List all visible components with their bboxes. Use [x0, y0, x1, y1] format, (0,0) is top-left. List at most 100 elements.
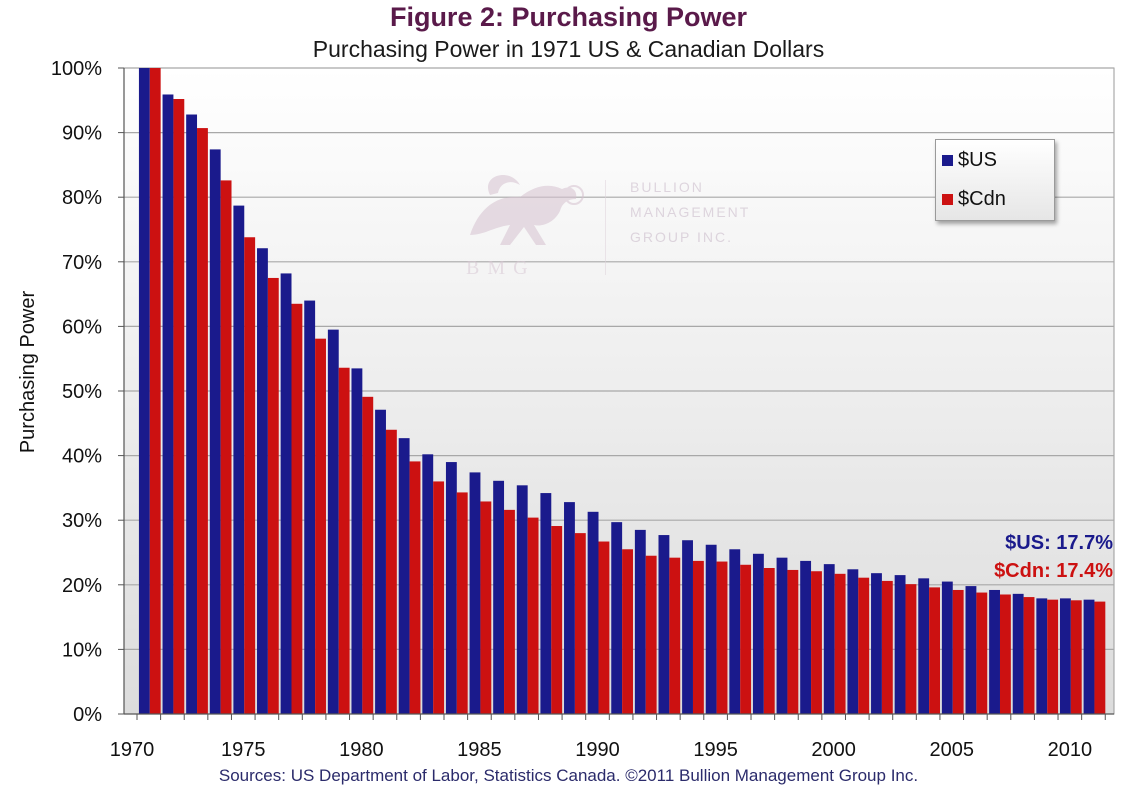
bar-us	[729, 549, 741, 714]
bar-us	[327, 329, 339, 714]
x-tick-label: 2005	[930, 739, 975, 761]
bar-cdn	[716, 561, 728, 714]
legend-swatch-cdn	[942, 194, 953, 205]
bar-cdn	[480, 501, 492, 714]
bar-us	[800, 560, 812, 714]
x-tick-label: 1980	[339, 739, 384, 761]
y-axis-label: Purchasing Power	[17, 291, 39, 454]
bar-us	[351, 368, 363, 714]
bar-us	[469, 472, 481, 714]
watermark-initials: BMG	[466, 257, 536, 279]
bar-us	[540, 493, 552, 714]
bar-us	[682, 540, 693, 714]
bar-cdn	[433, 481, 445, 714]
watermark-line2: MANAGEMENT	[630, 204, 751, 220]
bar-us	[871, 573, 882, 714]
bar-us	[1083, 599, 1095, 714]
legend-item-cdn: $Cdn	[942, 188, 1006, 211]
bar-cdn	[362, 396, 374, 714]
bar-us	[847, 569, 859, 714]
x-tick-label: 1995	[693, 739, 738, 761]
legend-swatch-us	[942, 155, 953, 166]
bar-us	[564, 502, 575, 714]
bar-cdn	[527, 517, 539, 714]
bar-us	[162, 94, 174, 714]
bar-cdn	[338, 367, 350, 714]
bar-us	[422, 454, 434, 714]
bar-us	[186, 114, 198, 714]
y-tick-label: 40%	[62, 446, 102, 468]
legend-item-us: $US	[942, 149, 997, 172]
bar-cdn	[267, 277, 279, 714]
bar-us	[823, 564, 835, 714]
y-tick-label: 90%	[62, 123, 102, 145]
bar-cdn	[598, 541, 610, 714]
bar-cdn	[645, 555, 657, 714]
bar-cdn	[291, 303, 303, 714]
bar-us	[257, 248, 268, 714]
bar-cdn	[409, 461, 421, 714]
bar-us	[894, 575, 906, 714]
watermark-line1: BULLION	[630, 179, 704, 195]
bar-cdn	[834, 573, 846, 714]
bar-cdn	[504, 509, 515, 714]
y-tick-label: 50%	[62, 381, 102, 403]
bar-cdn	[1047, 599, 1059, 714]
bar-us	[965, 586, 977, 714]
bar-cdn	[456, 492, 468, 714]
bar-us	[752, 553, 764, 714]
x-tick-label: 2000	[811, 739, 856, 761]
bar-us	[705, 544, 717, 714]
bar-us	[1059, 598, 1071, 714]
y-tick-label: 20%	[62, 575, 102, 597]
bar-cdn	[622, 549, 633, 714]
bar-cdn	[1023, 597, 1035, 714]
x-tick-label: 1985	[457, 739, 502, 761]
bar-cdn	[692, 560, 704, 714]
bar-cdn	[669, 557, 681, 714]
bar-cdn	[811, 571, 822, 714]
bar-us	[398, 438, 410, 714]
bar-cdn	[385, 429, 397, 714]
chart-title: Figure 2: Purchasing Power	[389, 2, 748, 32]
bar-cdn	[763, 568, 775, 714]
y-tick-label: 60%	[62, 316, 102, 338]
y-tick-label: 70%	[62, 252, 102, 274]
source-note: Sources: US Department of Labor, Statist…	[218, 766, 919, 785]
annotation-cdn-final: $Cdn: 17.4%	[994, 560, 1113, 582]
company-watermark: BULLION MANAGEMENT GROUP INC. BMG	[450, 165, 780, 280]
y-tick-label: 0%	[73, 704, 102, 726]
bar-cdn	[999, 594, 1011, 714]
chart-legend: $US $Cdn	[935, 139, 1055, 221]
bar-us	[941, 581, 953, 714]
x-tick-label: 1970	[110, 739, 155, 761]
bar-cdn	[952, 589, 964, 714]
annotation-us-final: $US: 17.7%	[1005, 532, 1113, 554]
bar-us	[375, 409, 386, 714]
bar-us	[1012, 593, 1024, 714]
bar-cdn	[149, 68, 161, 714]
bar-us	[516, 485, 528, 714]
bar-us	[493, 480, 505, 714]
watermark-line3: GROUP INC.	[630, 229, 733, 245]
bar-us	[280, 273, 292, 714]
bar-cdn	[197, 128, 208, 714]
griffin-logo-icon	[470, 174, 584, 245]
bar-cdn	[1094, 601, 1106, 714]
bar-us	[989, 589, 1000, 714]
bar-cdn	[787, 569, 799, 714]
legend-label-us: $US	[958, 149, 997, 171]
bar-cdn	[1070, 600, 1082, 714]
bar-cdn	[858, 577, 870, 714]
bar-cdn	[905, 584, 917, 714]
bar-us	[445, 462, 457, 714]
bar-us	[587, 511, 599, 714]
bar-us	[918, 578, 930, 714]
bar-us	[776, 557, 788, 714]
bar-cdn	[244, 237, 256, 714]
x-tick-label: 1975	[221, 739, 266, 761]
bar-cdn	[574, 533, 586, 714]
bar-cdn	[740, 564, 752, 714]
legend-label-cdn: $Cdn	[958, 188, 1006, 210]
